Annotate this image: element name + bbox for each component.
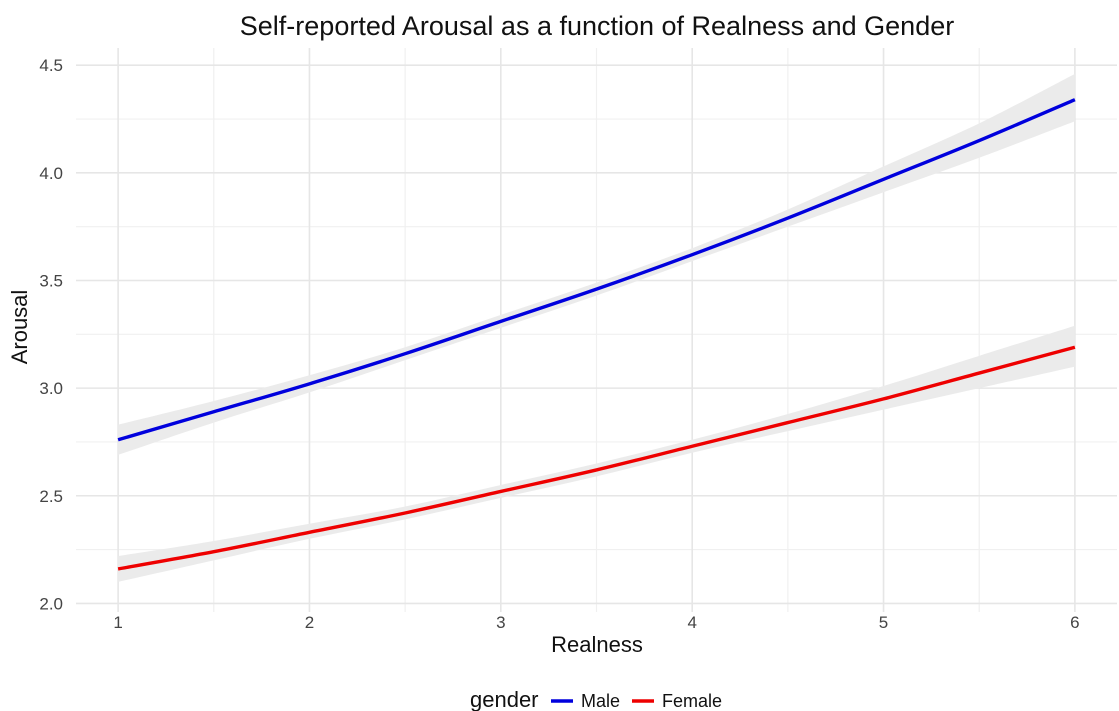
x-tick-label: 4 bbox=[687, 613, 696, 632]
y-tick-label: 2.5 bbox=[39, 487, 63, 506]
x-axis-title: Realness bbox=[551, 632, 643, 657]
legend-label-female: Female bbox=[662, 691, 722, 711]
legend-label-male: Male bbox=[581, 691, 620, 711]
series-line-female bbox=[117, 345, 1076, 571]
chart-title: Self-reported Arousal as a function of R… bbox=[240, 11, 954, 41]
x-tick-label: 1 bbox=[113, 613, 122, 632]
y-axis-title: Arousal bbox=[7, 290, 32, 365]
legend: gender Male Female bbox=[470, 687, 722, 711]
x-tick-label: 5 bbox=[879, 613, 888, 632]
confidence-ribbons bbox=[118, 73, 1075, 582]
ci-ribbon-male bbox=[118, 73, 1075, 455]
x-axis-ticks: 1 2 3 4 5 6 bbox=[113, 613, 1079, 632]
x-tick-label: 2 bbox=[305, 613, 314, 632]
y-tick-label: 4.5 bbox=[39, 56, 63, 75]
series-lines bbox=[117, 98, 1076, 571]
series-line-male bbox=[117, 98, 1076, 442]
ci-ribbon-female bbox=[118, 325, 1075, 582]
y-tick-label: 4.0 bbox=[39, 164, 63, 183]
x-tick-label: 3 bbox=[496, 613, 505, 632]
legend-title: gender bbox=[470, 687, 539, 711]
y-tick-label: 2.0 bbox=[39, 594, 63, 613]
y-axis-ticks: 2.0 2.5 3.0 3.5 4.0 4.5 bbox=[39, 56, 63, 613]
y-tick-label: 3.0 bbox=[39, 379, 63, 398]
x-tick-label: 6 bbox=[1070, 613, 1079, 632]
y-tick-label: 3.5 bbox=[39, 271, 63, 290]
